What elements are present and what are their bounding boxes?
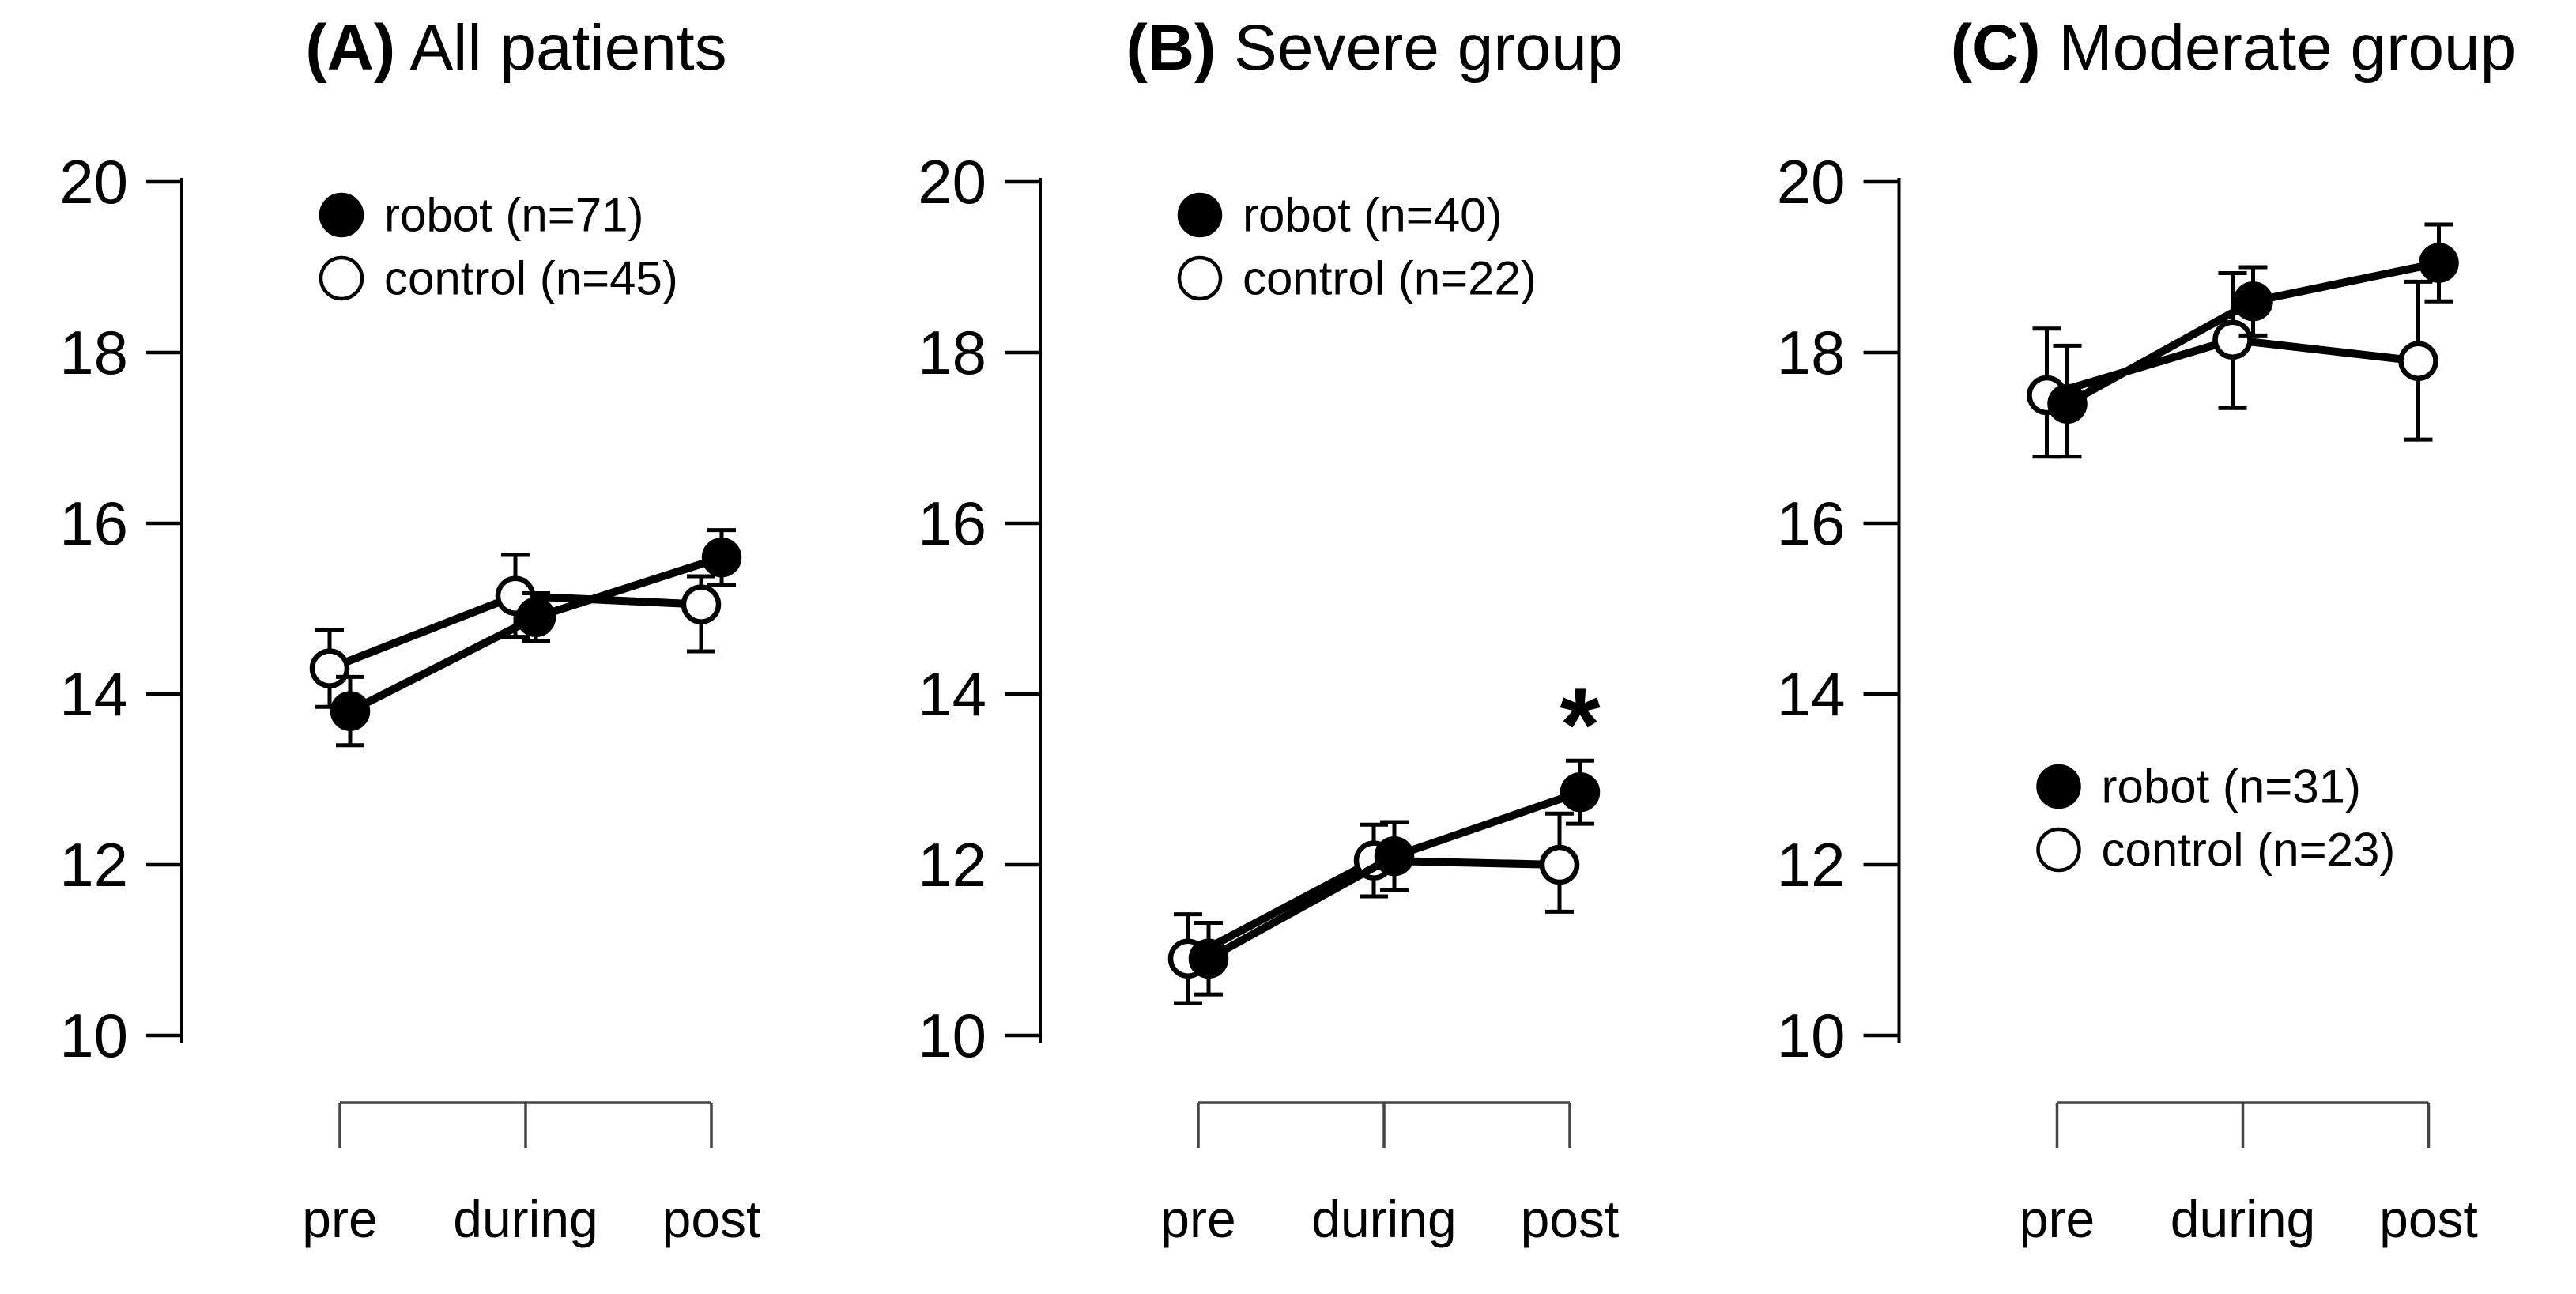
y-axis-tick-label: 20 [59, 147, 128, 217]
panel-title-c: (C) Moderate group [1717, 12, 2576, 84]
y-axis-tick-label: 14 [918, 659, 986, 729]
legend-label-control: control (n=22) [1243, 252, 1537, 305]
y-axis-tick-label: 20 [918, 147, 986, 217]
data-point-control-during [2212, 319, 2253, 360]
panel-title-text-c: Moderate group [2058, 12, 2517, 84]
panel-letter-a: (A) [305, 12, 396, 84]
x-axis-bracket [338, 1101, 713, 1148]
x-category-label-post: post [2379, 1190, 2478, 1248]
y-axis-tick-label: 18 [1777, 318, 1846, 387]
data-point-control-post [2398, 341, 2438, 382]
y-axis-tick-label: 18 [59, 318, 128, 387]
legend-marker-open-circle-icon [319, 255, 364, 301]
series-robot [2047, 222, 2459, 459]
data-point-robot-pre [1188, 938, 1229, 979]
y-axis-tick-label: 12 [59, 830, 128, 900]
data-point-control-post [1539, 844, 1580, 885]
data-point-robot-post [701, 537, 742, 578]
y-axis-tick-label: 20 [1777, 147, 1846, 217]
x-axis-bracket [1197, 1101, 1571, 1148]
series-robot [330, 528, 742, 748]
chart-all-patients: 20 18 16 14 12 10 pre during post robot (n=71) con… [59, 147, 761, 1248]
y-axis-tick-label: 10 [918, 1001, 986, 1070]
chart-severe-group: 20 18 16 14 12 10 pre during post robot (n=40) con… [918, 147, 1620, 1248]
data-point-robot-post [1560, 771, 1601, 813]
x-category-label-post: post [1521, 1190, 1620, 1248]
legend-marker-filled-circle-icon [319, 192, 364, 238]
panel-title-b: (B) Severe group [858, 12, 1717, 84]
y-axis-tick-label: 10 [1777, 1001, 1846, 1070]
chart-moderate-group: 20 18 16 14 12 10 pre during post robot (n=31) con… [1777, 147, 2478, 1248]
y-axis-tick-label: 10 [59, 1001, 128, 1070]
data-point-robot-during [515, 597, 556, 638]
x-category-label-pre: pre [1160, 1190, 1235, 1248]
x-category-label-during: during [2171, 1190, 2315, 1248]
panel-title-text-b: Severe group [1234, 12, 1624, 84]
legend-marker-open-circle-icon [2036, 827, 2081, 873]
y-axis-tick-label: 14 [1777, 659, 1846, 729]
legend: robot (n=40) control (n=22) [1177, 189, 1537, 305]
x-category-label-post: post [662, 1190, 761, 1248]
data-point-robot-pre [330, 691, 371, 731]
panel-moderate-group: 20 18 16 14 12 10 pre during post robot (n=31) con… [1717, 0, 2576, 1294]
y-axis-tick-label: 16 [918, 489, 986, 558]
y-axis-tick-label: 16 [59, 489, 128, 558]
legend-item-control: control (n=22) [1177, 252, 1537, 305]
panel-title-a: (A) All patients [0, 12, 858, 84]
data-point-robot-post [2419, 243, 2459, 283]
legend-label-control: control (n=45) [384, 252, 678, 305]
data-point-robot-pre [2047, 383, 2088, 424]
panel-all-patients: 20 18 16 14 12 10 pre during post robot (n=71) con… [0, 0, 858, 1294]
y-axis-tick-label: 12 [918, 830, 986, 900]
legend-label-robot: robot (n=71) [384, 189, 644, 242]
legend-label-control: control (n=23) [2102, 824, 2396, 877]
x-axis-bracket [2055, 1101, 2431, 1148]
data-point-robot-during [2233, 281, 2273, 322]
legend: robot (n=31) control (n=23) [2036, 760, 2396, 877]
y-axis-tick-label: 18 [918, 318, 986, 387]
series-control [1167, 811, 1580, 1005]
legend-label-robot: robot (n=31) [2102, 760, 2362, 813]
legend-marker-filled-circle-icon [2036, 764, 2081, 809]
x-category-label-pre: pre [302, 1190, 377, 1248]
legend-item-control: control (n=23) [2036, 824, 2396, 877]
data-point-control-pre [309, 648, 350, 688]
series-robot [1188, 758, 1601, 997]
legend-item-robot: robot (n=71) [319, 189, 644, 242]
y-axis-tick-label: 12 [1777, 830, 1846, 900]
legend-item-robot: robot (n=40) [1177, 189, 1503, 242]
y-axis-tick-label: 16 [1777, 489, 1846, 558]
panel-letter-b: (B) [1126, 12, 1216, 84]
panel-severe-group: 20 18 16 14 12 10 pre during post robot (n=40) con… [858, 0, 1717, 1294]
panel-letter-c: (C) [1950, 12, 2041, 84]
x-category-label-during: during [453, 1190, 598, 1248]
series-control [2027, 271, 2438, 459]
legend-item-robot: robot (n=31) [2036, 760, 2362, 813]
significance-asterisk: * [1560, 666, 1601, 783]
data-point-robot-during [1374, 836, 1415, 877]
legend-marker-open-circle-icon [1177, 255, 1223, 301]
x-category-label-during: during [1311, 1190, 1456, 1248]
x-category-label-pre: pre [2020, 1190, 2095, 1248]
legend-item-control: control (n=45) [319, 252, 678, 305]
panel-title-text-a: All patients [409, 12, 727, 84]
legend: robot (n=71) control (n=45) [319, 189, 678, 305]
y-axis-tick-label: 14 [59, 659, 128, 729]
legend-marker-filled-circle-icon [1177, 192, 1223, 238]
data-point-control-post [681, 584, 722, 624]
legend-label-robot: robot (n=40) [1243, 189, 1503, 242]
